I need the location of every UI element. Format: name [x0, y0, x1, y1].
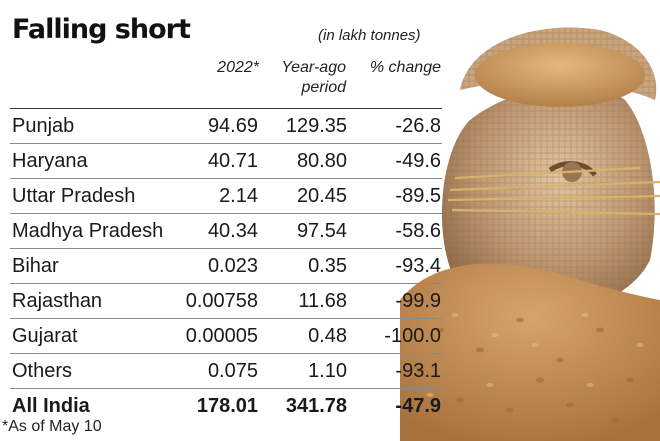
- procurement-table: Punjab 94.69 129.35 -26.8 Haryana 40.71 …: [10, 108, 442, 423]
- value-2022: 2.14: [219, 179, 258, 213]
- value-2022: 94.69: [208, 109, 258, 143]
- value-2022: 0.075: [208, 354, 258, 388]
- state-name: Uttar Pradesh: [12, 179, 135, 213]
- column-header-year-ago: Year-ago period: [262, 58, 346, 98]
- value-year-ago: 20.45: [297, 179, 347, 213]
- table-row-haryana: Haryana 40.71 80.80 -49.6: [10, 144, 442, 179]
- value-year-ago: 11.68: [298, 284, 347, 318]
- percent-change: -47.9: [395, 389, 441, 423]
- footnote: *As of May 10: [2, 418, 102, 436]
- value-year-ago: 129.35: [286, 109, 347, 143]
- value-year-ago: 97.54: [297, 214, 347, 248]
- state-name: Madhya Pradesh: [12, 214, 163, 248]
- value-year-ago: 341.78: [286, 389, 347, 423]
- value-2022: 0.00005: [186, 319, 258, 353]
- column-header-2022: 2022*: [182, 58, 259, 78]
- percent-change: -99.9: [395, 284, 441, 318]
- table-row-madhya-pradesh: Madhya Pradesh 40.34 97.54 -58.6: [10, 214, 442, 249]
- table-row-gujarat: Gujarat 0.00005 0.48 -100.0: [10, 319, 442, 354]
- state-name: Others: [12, 354, 72, 388]
- state-name: Punjab: [12, 109, 74, 143]
- table-row-rajasthan: Rajasthan 0.00758 11.68 -99.9: [10, 284, 442, 319]
- table-row-others: Others 0.075 1.10 -93.1: [10, 354, 442, 389]
- page-title: Falling short: [12, 14, 190, 45]
- column-header-change: % change: [350, 58, 441, 78]
- value-year-ago: 80.80: [297, 144, 347, 178]
- table-row-punjab: Punjab 94.69 129.35 -26.8: [10, 109, 442, 144]
- unit-note: (in lakh tonnes): [318, 27, 421, 44]
- value-year-ago: 0.48: [308, 319, 347, 353]
- percent-change: -93.1: [395, 354, 441, 388]
- state-name: Gujarat: [12, 319, 78, 353]
- value-2022: 40.71: [208, 144, 258, 178]
- percent-change: -26.8: [395, 109, 441, 143]
- percent-change: -58.6: [395, 214, 441, 248]
- percent-change: -93.4: [395, 249, 441, 283]
- table-row-bihar: Bihar 0.023 0.35 -93.4: [10, 249, 442, 284]
- state-name: Bihar: [12, 249, 59, 283]
- value-year-ago: 1.10: [308, 354, 347, 388]
- value-2022: 0.023: [208, 249, 258, 283]
- value-year-ago: 0.35: [308, 249, 347, 283]
- value-2022: 178.01: [197, 389, 258, 423]
- percent-change: -89.5: [395, 179, 441, 213]
- table-row-uttar-pradesh: Uttar Pradesh 2.14 20.45 -89.5: [10, 179, 442, 214]
- percent-change: -49.6: [395, 144, 441, 178]
- state-name: Rajasthan: [12, 284, 102, 318]
- value-2022: 0.00758: [186, 284, 258, 318]
- percent-change: -100.0: [384, 319, 441, 353]
- value-2022: 40.34: [208, 214, 258, 248]
- state-name: Haryana: [12, 144, 88, 178]
